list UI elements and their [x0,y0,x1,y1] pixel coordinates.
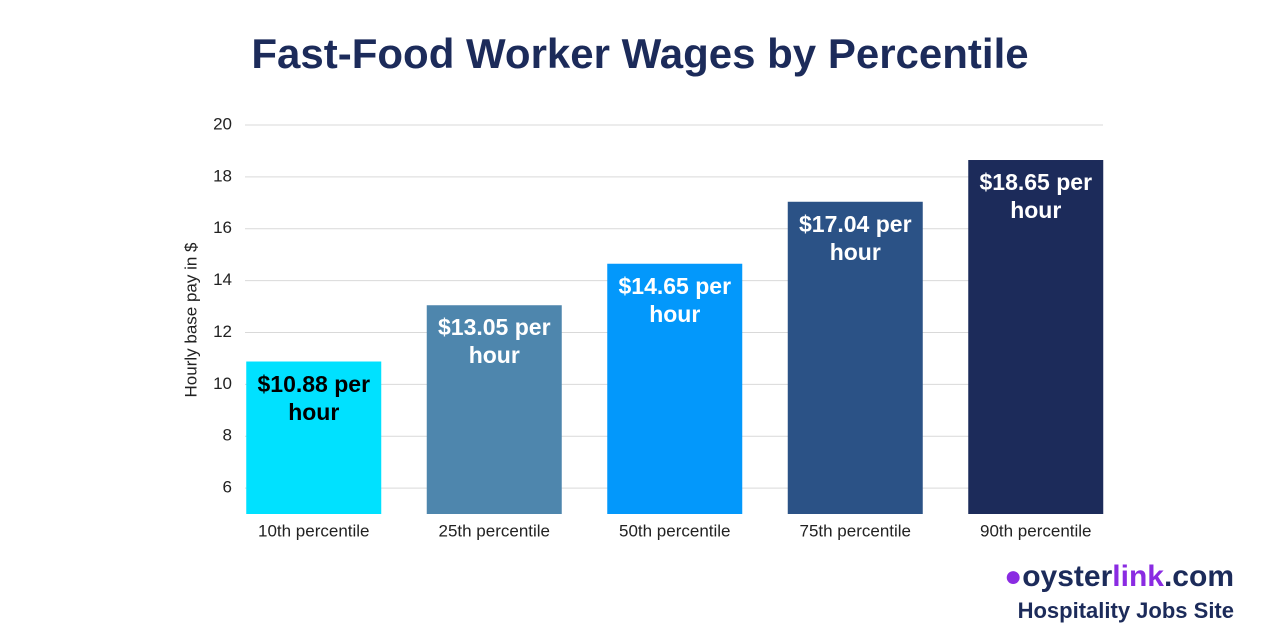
brand-part: .com [1163,560,1234,593]
bar [426,305,562,514]
value-label: $10.88 per hour [257,370,371,425]
brand-name: ●oysterlink.com [1004,560,1234,593]
x-tick-label: 50th percentile [619,521,731,540]
x-tick-label: 75th percentile [799,521,911,540]
chart-title: Fast-Food Worker Wages by Percentile [251,30,1028,77]
value-label: $13.05 per hour [437,314,551,369]
brand-part: link [1112,560,1164,593]
y-tick-label: 6 [223,478,232,497]
y-tick-label: 8 [223,426,232,445]
x-tick-label: 25th percentile [438,521,550,540]
bar [246,361,382,514]
value-label: $17.04 per hour [798,210,912,265]
bar [787,201,923,514]
brand-tagline: Hospitality Jobs Site [1017,598,1234,623]
x-tick-label: 10th percentile [258,521,370,540]
brand: ●oysterlink.com Hospitality Jobs Site [1004,560,1234,624]
y-tick-label: 18 [213,166,232,185]
y-axis-label: Hourly base pay in $ [181,242,200,398]
y-tick-label: 10 [213,374,232,393]
value-label: $14.65 per hour [618,272,732,327]
x-tick-label: 90th percentile [980,521,1092,540]
y-tick-label: 12 [213,322,232,341]
bar [607,263,743,514]
y-tick-label: 16 [213,218,232,237]
brand-part: oyster [1022,560,1113,593]
y-tick-label: 14 [213,270,232,289]
bar [968,160,1104,514]
y-tick-label: 20 [213,114,232,133]
value-label: $18.65 per hour [979,169,1093,223]
